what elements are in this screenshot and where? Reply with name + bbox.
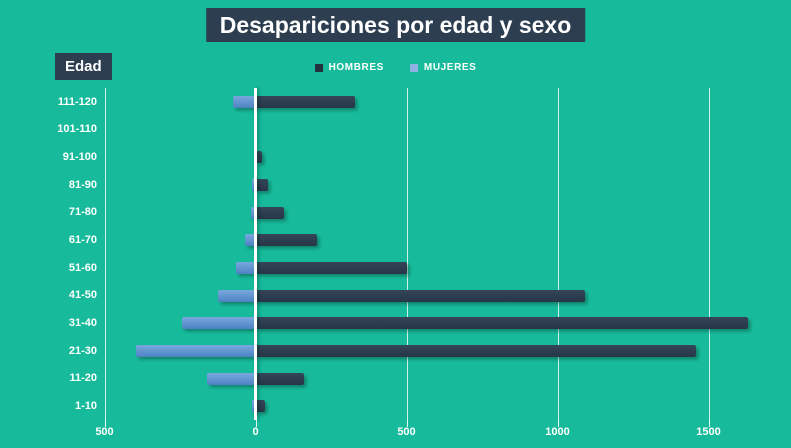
bar-mujeres-31-40 [181,317,256,330]
bar-mujeres-61-70 [244,234,256,247]
legend-label-mujeres: MUJERES [423,62,477,73]
chart-title-box: Desapariciones por edad y sexo [205,8,586,42]
x-tick-label-0: 500 [95,426,114,438]
gridline-1000-3 [557,88,559,420]
bar-mujeres-1-10 [252,400,256,413]
gridline-500-2 [406,88,408,420]
hombres-swatch-icon [314,63,323,72]
y-category-label-71-80: 71-80 [68,206,97,219]
y-category-label-11-20: 11-20 [69,372,97,385]
y-axis-title-box: Edad [55,53,112,80]
zero-axis-line [254,88,257,420]
x-tick-mark-1 [255,420,257,427]
y-category-label-1-10: 1-10 [74,400,97,413]
legend: HOMBRES MUJERES [314,62,477,73]
bar-mujeres-81-90 [252,178,256,191]
x-tick-label-3: 1000 [545,426,570,438]
bar-hombres-41-50 [255,289,585,302]
bar-hombres-11-20 [255,372,304,385]
x-tick-mark-4 [708,420,710,427]
bar-hombres-111-120 [255,95,356,108]
y-axis-title: Edad [65,58,102,75]
y-category-label-21-30: 21-30 [68,344,97,357]
x-tick-label-2: 500 [397,426,416,438]
x-tick-mark-2 [406,420,408,427]
x-tick-mark-0 [104,420,106,427]
bar-mujeres-21-30 [136,344,256,357]
y-category-label-91-100: 91-100 [62,151,97,164]
legend-item-mujeres: MUJERES [409,62,477,73]
legend-item-hombres: HOMBRES [314,62,384,73]
bar-hombres-1-10 [255,400,265,413]
y-category-label-31-40: 31-40 [68,317,97,330]
bar-mujeres-51-60 [235,261,256,274]
y-category-label-61-70: 61-70 [68,234,97,247]
chart-title: Desapariciones por edad y sexo [219,12,572,38]
bar-hombres-61-70 [255,234,318,247]
legend-label-hombres: HOMBRES [328,62,384,73]
plot-area [0,88,791,420]
bar-hombres-21-30 [255,344,697,357]
x-tick-mark-3 [557,420,559,427]
bar-mujeres-11-20 [207,372,256,385]
gridline-1500-4 [708,88,710,420]
y-category-label-51-60: 51-60 [68,261,97,274]
bar-hombres-31-40 [255,317,748,330]
y-category-label-101-110: 101-110 [57,123,97,136]
gridline-500-0 [104,88,106,420]
bar-mujeres-111-120 [232,95,256,108]
bar-hombres-71-80 [255,206,285,219]
bar-mujeres-71-80 [250,206,256,219]
bar-hombres-51-60 [255,261,407,274]
x-tick-label-4: 1500 [696,426,721,438]
bar-mujeres-41-50 [217,289,256,302]
x-tick-label-1: 0 [252,426,259,438]
bar-hombres-81-90 [255,178,268,191]
bar-hombres-91-100 [255,151,262,164]
y-category-label-81-90: 81-90 [68,178,97,191]
mujeres-swatch-icon [409,63,418,72]
y-category-label-111-120: 111-120 [57,95,97,108]
y-category-label-41-50: 41-50 [68,289,97,302]
